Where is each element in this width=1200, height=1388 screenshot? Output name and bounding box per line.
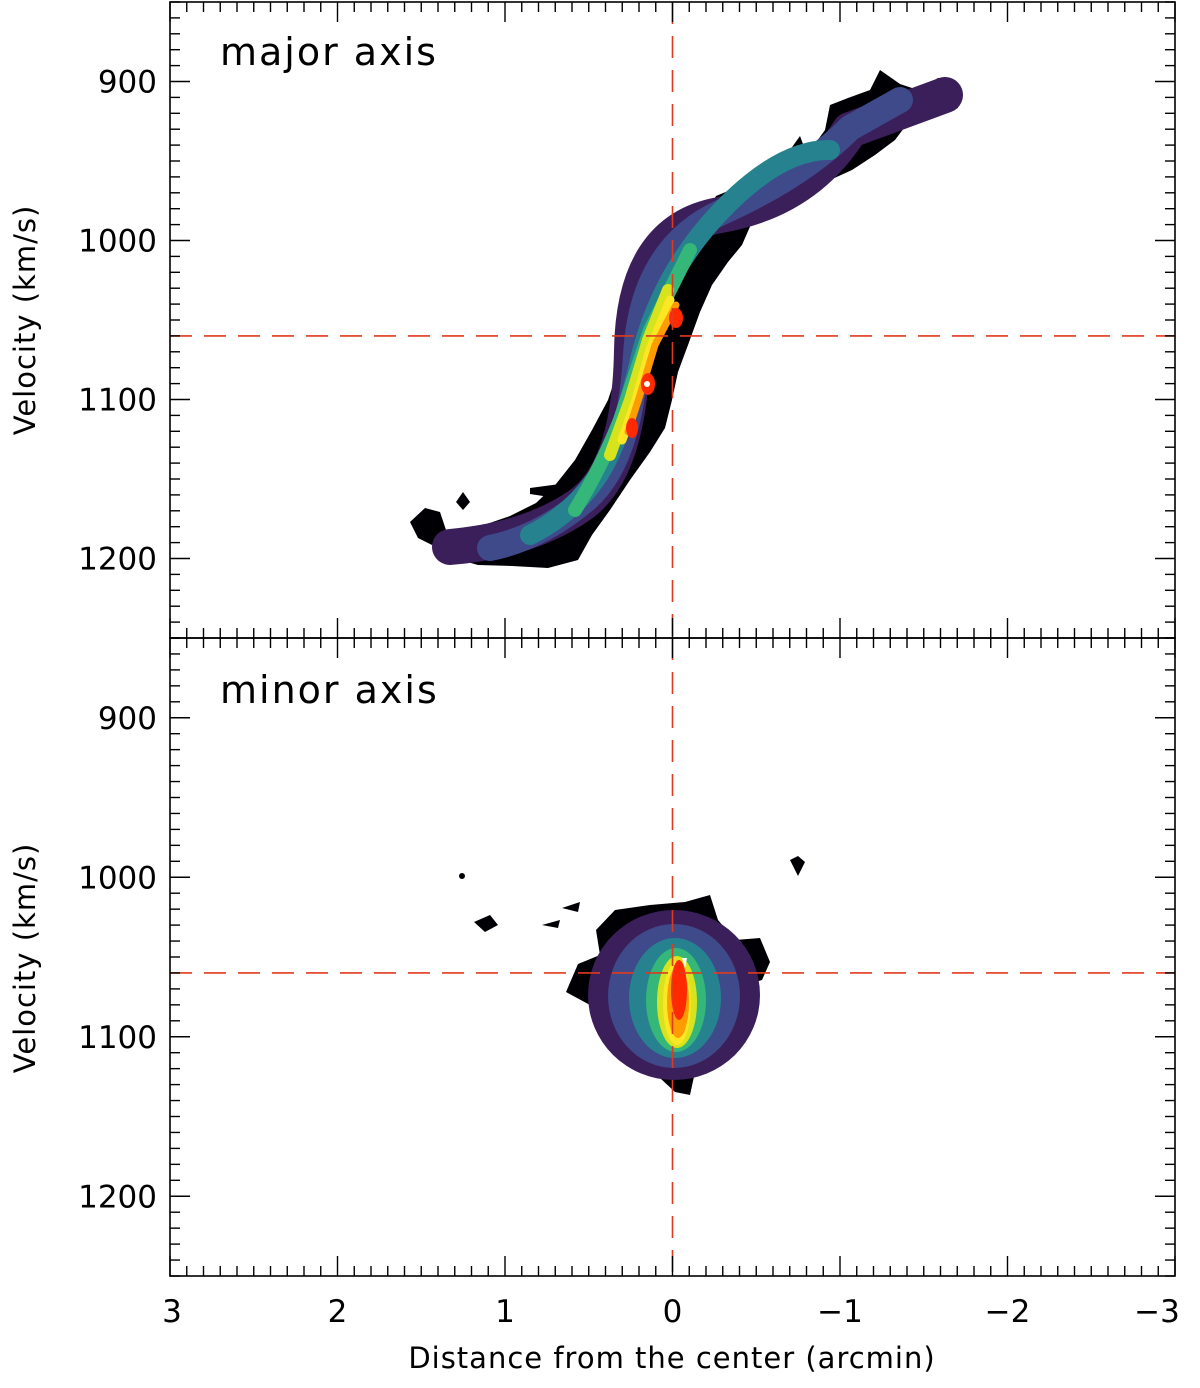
x-tick-label: 1: [495, 1294, 515, 1330]
major-axis-reference-lines: [170, 2, 1175, 638]
minor-axis-ticks: [169, 637, 1176, 1277]
major-axis-panel: 900 1000 1100 1200 major axis Velocity (km/…: [8, 1, 1176, 639]
x-tick-label: −3: [1134, 1294, 1180, 1330]
major-axis-title: major axis: [220, 30, 438, 74]
minor-axis-emission: [459, 856, 805, 1095]
x-tick-label: 3: [162, 1294, 182, 1330]
major-axis-outer-contour: [410, 70, 958, 568]
x-tick-labels: 3 2 1 0 −1 −2 −3: [162, 1294, 1180, 1330]
y-tick-label: 1000: [78, 224, 157, 260]
x-axis-label: Distance from the center (arcmin): [408, 1341, 935, 1375]
y-tick-label: 1100: [78, 383, 157, 419]
minor-axis-title: minor axis: [220, 668, 439, 712]
x-tick-label: −1: [817, 1294, 863, 1330]
y-tick-label: 1100: [78, 1020, 157, 1056]
x-tick-label: −2: [985, 1294, 1031, 1330]
y-tick-label: 1000: [78, 860, 157, 896]
y-tick-label: 1200: [78, 1179, 157, 1215]
y-tick-label: 900: [98, 701, 157, 737]
major-axis-emission: [410, 70, 963, 568]
major-axis-ridge: [432, 77, 963, 565]
minor-axis-y-label: Velocity (km/s): [8, 843, 42, 1074]
y-tick-label: 900: [98, 65, 157, 101]
minor-axis-panel: 900 1000 1100 1200 3 2 1 0 −1 −2 −3 minor axis Ve…: [8, 637, 1180, 1375]
minor-axis-y-tick-labels: 900 1000 1100 1200: [78, 701, 157, 1216]
major-axis-ticks: [169, 1, 1176, 639]
y-tick-label: 1200: [78, 542, 157, 578]
x-tick-label: 0: [663, 1294, 683, 1330]
major-axis-y-tick-labels: 900 1000 1100 1200: [78, 65, 157, 578]
x-tick-label: 2: [328, 1294, 348, 1330]
major-axis-y-label: Velocity (km/s): [8, 205, 42, 436]
minor-axis-contours: [588, 910, 760, 1080]
minor-axis-reference-lines: [170, 638, 1175, 1276]
